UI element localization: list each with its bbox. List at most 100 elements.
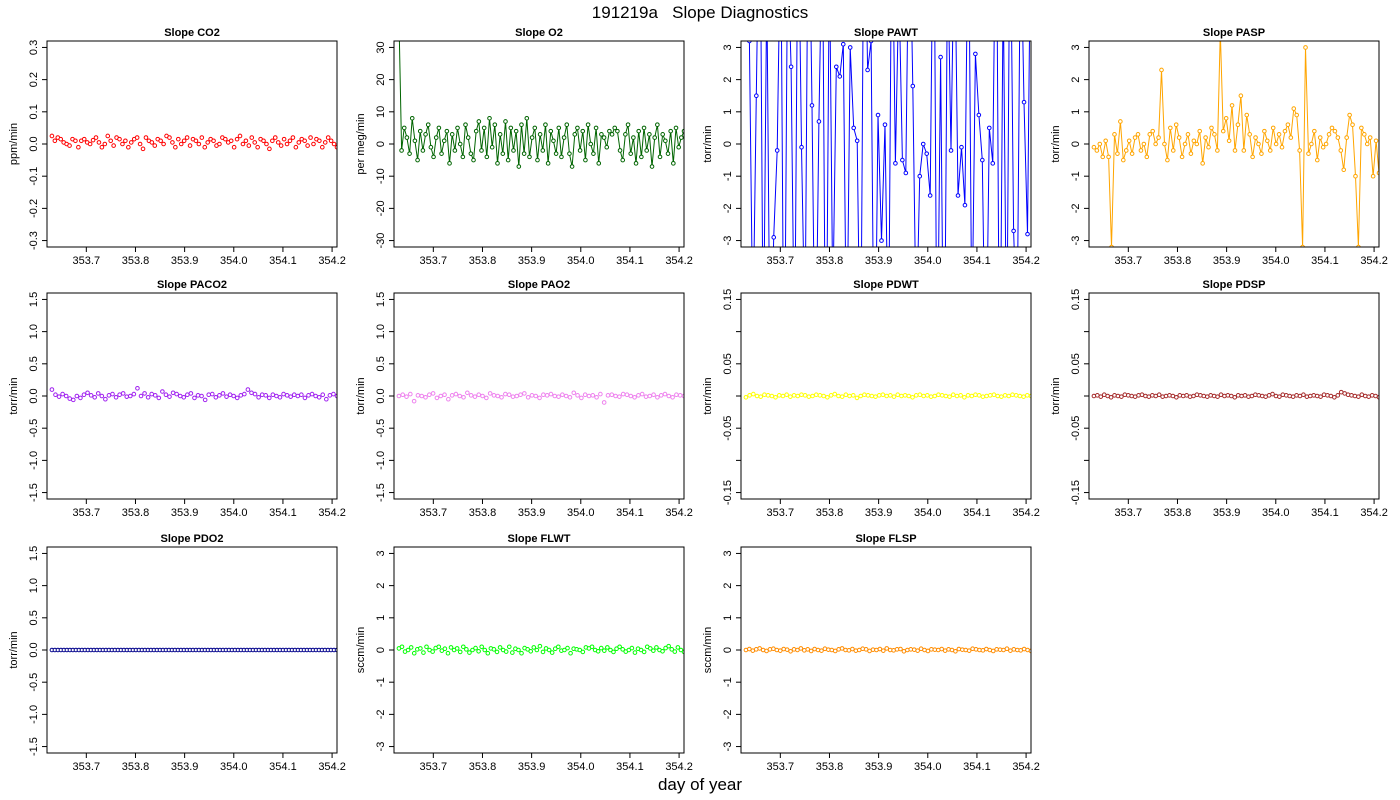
y-tick-label: 3 [722, 550, 734, 556]
data-point [677, 393, 683, 398]
data-point [666, 393, 672, 399]
data-point [431, 154, 436, 160]
data-point [256, 394, 261, 400]
data-point [70, 397, 76, 403]
data-point [299, 392, 304, 398]
data-point [468, 393, 474, 398]
data-point [473, 645, 478, 651]
data-point [158, 138, 163, 144]
data-point [442, 646, 448, 652]
data-point [485, 650, 491, 656]
data-point [1135, 132, 1141, 137]
y-tick-label: 3 [375, 550, 387, 556]
data-point [540, 148, 546, 153]
data-point [240, 141, 246, 147]
data-point [651, 392, 656, 398]
data-point [187, 143, 193, 148]
data-point [751, 335, 755, 339]
data-point [817, 393, 823, 398]
x-tick-label: 353.7 [767, 255, 795, 267]
data-point [662, 391, 668, 397]
data-point [117, 136, 122, 142]
plot-frame [393, 40, 685, 248]
data-point [1265, 138, 1270, 144]
x-tick-label: 354.2 [665, 507, 693, 519]
data-point [625, 122, 631, 127]
chart-title: Slope PASP [1203, 27, 1265, 39]
y-tick-label: -3 [722, 742, 734, 752]
x-tick-label: 354.2 [1360, 507, 1388, 519]
data-point [228, 138, 234, 144]
data-point [965, 393, 971, 398]
data-point [660, 648, 665, 654]
data-point [427, 392, 432, 398]
data-point [636, 128, 642, 134]
data-point [644, 148, 649, 153]
chart-panel: Slope PACO2 torr/min 353.7 353.8 353.9 354.0 3… [8, 279, 346, 519]
data-point [535, 157, 540, 163]
x-tick-label: 353.7 [1115, 255, 1143, 267]
data-point [959, 144, 964, 150]
data-point [468, 151, 474, 156]
data-point [63, 393, 69, 399]
plot-frame [46, 292, 338, 500]
data-point [549, 650, 555, 655]
data-point [850, 393, 856, 398]
data-point [88, 393, 94, 398]
data-point [149, 140, 155, 145]
data-point [847, 45, 853, 50]
data-point [654, 645, 659, 650]
data-point [238, 393, 244, 398]
y-tick-label: 0.3 [28, 40, 40, 55]
data-point [270, 392, 276, 398]
data-point [60, 391, 65, 397]
x-tick-label: 353.7 [767, 507, 795, 519]
data-point [802, 393, 808, 398]
data-point [973, 51, 978, 57]
data-point [1121, 157, 1126, 163]
data-point [958, 393, 963, 398]
data-point [143, 135, 149, 140]
data-point [113, 394, 119, 400]
data-point [1353, 173, 1358, 179]
data-point [663, 645, 668, 651]
data-point [205, 140, 210, 145]
data-point [1297, 148, 1302, 153]
data-point [678, 647, 684, 653]
data-point [1256, 141, 1261, 147]
data-point [305, 143, 310, 148]
data-point [231, 144, 237, 150]
data-point [472, 394, 478, 399]
data-point [1182, 141, 1188, 147]
data-point [481, 125, 487, 131]
data-point [1156, 135, 1161, 140]
data-point [910, 83, 916, 89]
data-point [484, 395, 489, 401]
data-point [604, 144, 610, 150]
data-point [476, 648, 481, 654]
data-point [199, 135, 205, 140]
data-series [1091, 41, 1379, 247]
data-point [1174, 394, 1179, 400]
data-point [49, 387, 55, 392]
data-point [1262, 128, 1267, 134]
data-point [415, 393, 421, 398]
data-point [317, 138, 322, 144]
data-point [1017, 393, 1023, 399]
data-point [196, 141, 202, 147]
data-point [567, 151, 572, 156]
data-point [854, 138, 860, 144]
data-point [1301, 392, 1306, 398]
data-point [484, 154, 490, 160]
x-tick-label: 353.8 [469, 255, 497, 267]
chart-title: Slope PAWT [854, 27, 918, 39]
y-tick-label: -0.2 [28, 199, 40, 218]
data-point [652, 135, 657, 140]
data-point [615, 128, 620, 134]
data-point [231, 393, 236, 399]
data-point [641, 125, 647, 131]
data-point [845, 368, 849, 372]
x-tick-label: 354.1 [1311, 255, 1339, 267]
data-point [788, 64, 794, 70]
data-point [1156, 392, 1162, 398]
